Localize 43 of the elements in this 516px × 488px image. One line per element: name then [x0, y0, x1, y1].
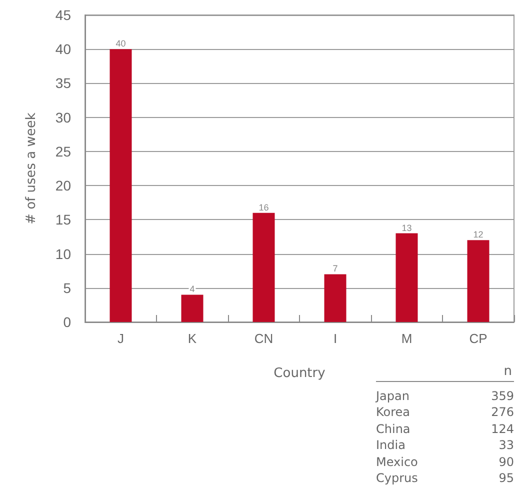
text: 359 — [491, 388, 514, 404]
text: China — [376, 420, 410, 437]
text: 33 — [498, 437, 514, 454]
y-tick-label: 40 — [55, 41, 72, 58]
x-tick-label: K — [188, 331, 197, 346]
text: n — [376, 364, 514, 382]
text: Korea — [376, 404, 410, 420]
text: 95 — [498, 470, 514, 486]
x-tick-label: J — [118, 331, 124, 346]
y-axis-title: # of uses a week — [24, 112, 39, 224]
text: India — [376, 437, 406, 454]
x-axis-title: Country — [274, 366, 326, 381]
y-tick-label: 0 — [63, 314, 72, 330]
y-tick-label: 30 — [55, 109, 72, 126]
bar — [181, 294, 204, 322]
x-tick-label: I — [333, 331, 338, 346]
text: 276 — [491, 404, 514, 420]
x-tick-label: CN — [254, 331, 274, 346]
bar — [324, 274, 346, 322]
data-label: 7 — [332, 264, 338, 274]
y-tick-label: 5 — [63, 280, 72, 296]
bar — [396, 233, 418, 322]
data-label: 16 — [258, 202, 269, 212]
y-tick-label: 15 — [55, 212, 72, 228]
data-label: 13 — [402, 222, 412, 233]
text: Mexico — [376, 454, 418, 470]
bar — [110, 49, 132, 322]
text: 90 — [498, 454, 514, 470]
text: 124 — [491, 420, 514, 437]
bar — [252, 212, 275, 322]
y-tick-label: 45 — [55, 7, 72, 23]
data-label: 4 — [190, 284, 195, 294]
text: Cyprus — [376, 470, 418, 486]
data-label: 12 — [473, 230, 484, 240]
data-label: 40 — [116, 38, 126, 49]
y-tick-label: 25 — [55, 143, 72, 160]
x-tick-label: M — [401, 331, 412, 346]
bar — [467, 240, 490, 322]
y-tick-label: 35 — [55, 75, 72, 92]
y-tick-label: 20 — [55, 178, 72, 194]
text: Japan — [376, 388, 410, 404]
x-tick-label: CP — [469, 331, 488, 346]
y-tick-label: 10 — [55, 246, 72, 262]
